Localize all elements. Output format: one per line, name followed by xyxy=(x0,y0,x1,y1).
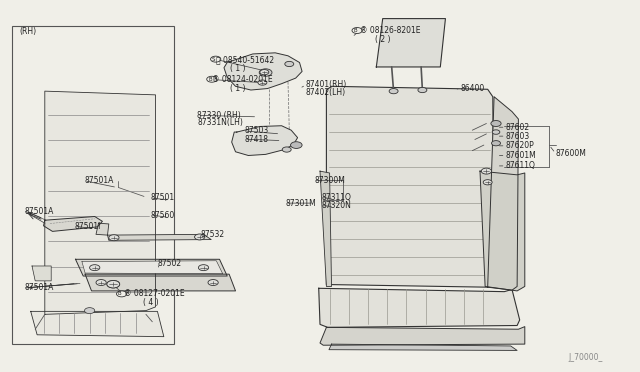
Circle shape xyxy=(107,280,120,288)
Polygon shape xyxy=(320,171,332,286)
Text: 87501I: 87501I xyxy=(74,222,100,231)
Text: 87311Q: 87311Q xyxy=(321,193,351,202)
Text: 87301M: 87301M xyxy=(285,199,316,208)
Circle shape xyxy=(259,69,272,76)
Text: 87418: 87418 xyxy=(244,135,269,144)
Circle shape xyxy=(211,56,221,62)
Circle shape xyxy=(107,280,120,288)
Circle shape xyxy=(116,291,127,297)
Text: 87320N: 87320N xyxy=(321,201,351,210)
Text: ( 1 ): ( 1 ) xyxy=(230,64,246,73)
Circle shape xyxy=(483,180,492,185)
Text: 87600M: 87600M xyxy=(556,149,586,158)
Text: 87620P: 87620P xyxy=(506,141,534,150)
Text: 87501A: 87501A xyxy=(84,176,114,185)
Text: 87331N(LH): 87331N(LH) xyxy=(197,118,243,127)
Text: ® 08127-0201E: ® 08127-0201E xyxy=(124,289,184,298)
Text: 87401(RH): 87401(RH) xyxy=(306,80,347,89)
Polygon shape xyxy=(85,274,236,291)
Text: 87502: 87502 xyxy=(157,259,182,267)
Text: ( 2 ): ( 2 ) xyxy=(375,35,390,44)
Circle shape xyxy=(285,61,294,67)
Text: 87501A: 87501A xyxy=(24,207,54,216)
Text: 87532: 87532 xyxy=(201,230,225,239)
Circle shape xyxy=(492,130,500,134)
Polygon shape xyxy=(376,19,445,67)
Text: ( 1 ): ( 1 ) xyxy=(230,84,246,93)
Text: 87601M: 87601M xyxy=(506,151,536,160)
Text: ( 4 ): ( 4 ) xyxy=(143,298,158,307)
Polygon shape xyxy=(45,91,156,314)
Polygon shape xyxy=(480,171,525,291)
Polygon shape xyxy=(108,234,211,240)
Bar xyxy=(12,26,174,344)
Text: (RH): (RH) xyxy=(19,27,36,36)
Polygon shape xyxy=(232,126,298,155)
Circle shape xyxy=(352,28,362,33)
Polygon shape xyxy=(32,266,51,281)
Circle shape xyxy=(260,70,269,75)
Text: B: B xyxy=(208,77,212,82)
Circle shape xyxy=(481,168,492,174)
Text: ® 08126-8201E: ® 08126-8201E xyxy=(360,26,420,35)
Text: 87560: 87560 xyxy=(150,211,175,219)
Circle shape xyxy=(207,76,217,82)
Polygon shape xyxy=(326,86,494,287)
Polygon shape xyxy=(320,327,525,345)
Circle shape xyxy=(418,87,427,93)
Polygon shape xyxy=(31,311,164,337)
Text: 86400: 86400 xyxy=(461,84,485,93)
Polygon shape xyxy=(488,97,518,290)
Circle shape xyxy=(109,235,119,241)
Text: 87300M: 87300M xyxy=(315,176,346,185)
Polygon shape xyxy=(82,261,223,274)
Circle shape xyxy=(96,280,106,286)
Circle shape xyxy=(90,265,100,271)
Polygon shape xyxy=(224,53,302,90)
Circle shape xyxy=(492,141,500,146)
Circle shape xyxy=(291,142,302,148)
Text: S: S xyxy=(212,57,216,62)
Circle shape xyxy=(208,280,218,286)
Text: 87501A: 87501A xyxy=(24,283,54,292)
Polygon shape xyxy=(329,344,517,350)
Text: ® 08124-0201E: ® 08124-0201E xyxy=(212,75,273,84)
Text: Ⓢ 08540-51642: Ⓢ 08540-51642 xyxy=(216,55,275,64)
Circle shape xyxy=(258,80,267,85)
Text: 87501: 87501 xyxy=(150,193,175,202)
Polygon shape xyxy=(319,288,520,327)
Polygon shape xyxy=(76,259,227,276)
Polygon shape xyxy=(96,223,109,235)
Polygon shape xyxy=(44,217,102,231)
Text: 87603: 87603 xyxy=(506,132,530,141)
Circle shape xyxy=(84,308,95,314)
Text: 87402(LH): 87402(LH) xyxy=(306,88,346,97)
Circle shape xyxy=(195,234,205,240)
Circle shape xyxy=(389,89,398,94)
Text: 87611Q: 87611Q xyxy=(506,161,536,170)
Circle shape xyxy=(198,265,209,271)
Text: B: B xyxy=(353,28,357,33)
Circle shape xyxy=(282,147,291,152)
Text: 87602: 87602 xyxy=(506,123,530,132)
Circle shape xyxy=(491,121,501,126)
Text: 87503: 87503 xyxy=(244,126,269,135)
Text: 87330 (RH): 87330 (RH) xyxy=(197,111,241,120)
Text: B: B xyxy=(118,291,122,296)
Text: J_70000_: J_70000_ xyxy=(568,353,603,362)
